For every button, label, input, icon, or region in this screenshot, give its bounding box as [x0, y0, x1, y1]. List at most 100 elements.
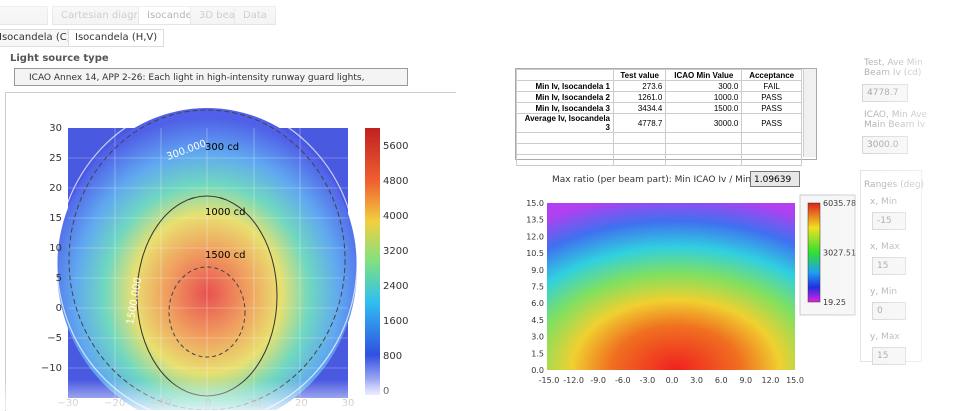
table: Test value ICAO Min Value Acceptance Min Iv…: [516, 69, 802, 166]
x-tick-label: −10: [151, 398, 172, 409]
header-row: Test value ICAO Min Value Acceptance: [516, 69, 802, 81]
table-cell: 3000.0: [665, 113, 743, 133]
x-tick-label: −30: [57, 398, 78, 409]
table-cell: FAIL: [741, 80, 802, 92]
y-tick-label: 5: [56, 273, 62, 284]
table-row: Min Iv, Isocandela 2 1261.0 1000.0 PASS: [516, 91, 802, 103]
beam-colorbar: [807, 202, 821, 303]
test-label: Test, Ave Min Beam Iv (cd): [864, 58, 923, 78]
y-tick-label: 3.0: [531, 333, 544, 342]
table-cell: Average Iv, Isocandela 3: [516, 113, 614, 133]
results-table: Test value ICAO Min Value Acceptance Min Iv…: [515, 68, 817, 166]
table-cell: [612, 143, 667, 155]
x-tick-label: 9.0: [739, 376, 752, 385]
y-tick-label: −5: [47, 333, 62, 344]
x-tick-label: 15.0: [786, 376, 804, 385]
test-value: 4778.7: [862, 84, 908, 102]
test-contour-300: [56, 101, 358, 410]
range-input[interactable]: 15: [872, 257, 906, 275]
table-cell: 300.0: [665, 80, 743, 92]
y-tick-label: 0: [56, 303, 62, 314]
table-cell: Min Iv, Isocandela 3: [516, 102, 614, 114]
x-tick-label: -15.0: [539, 376, 560, 385]
light-source-label: Light source type: [10, 53, 109, 64]
table-row: Average Iv, Isocandela 3 4778.7 3000.0 PASS: [516, 113, 802, 133]
table-cell: PASS: [741, 91, 802, 103]
table-cell: [665, 132, 743, 144]
x-tick-label: -9.0: [590, 376, 606, 385]
colorbar-tick-label: 6035.78: [823, 199, 856, 208]
header-cell: Acceptance: [741, 69, 802, 81]
range-input[interactable]: -15: [872, 212, 906, 230]
x-tick-label: 12.0: [761, 376, 779, 385]
table-cell: [741, 132, 802, 144]
x-tick-label: 6.0: [715, 376, 728, 385]
table-cell: 273.6: [612, 80, 667, 92]
table-cell: PASS: [741, 113, 802, 133]
x-tick-label: −20: [104, 398, 125, 409]
table-cell: [741, 154, 802, 166]
y-tick-label: 1.5: [531, 349, 544, 358]
ranges-label: Ranges (deg): [864, 180, 925, 190]
contour-label: 300 cd: [205, 142, 239, 153]
colorbar-tick-label: 19.25: [823, 298, 846, 307]
range-label: x, Min: [870, 197, 898, 207]
y-tick-label: −10: [41, 363, 62, 374]
scrollbar[interactable]: [803, 69, 816, 157]
range-label: y, Min: [870, 287, 898, 297]
light-source-dropdown[interactable]: ICAO Annex 14, APP 2-26: Each light in h…: [14, 68, 408, 86]
x-tick-label: -6.0: [615, 376, 631, 385]
empty-row: [516, 143, 802, 155]
y-tick-label: 7.5: [531, 283, 544, 292]
table-cell: [741, 143, 802, 155]
x-tick-label: 10: [248, 398, 261, 409]
table-cell: 1500.0: [665, 102, 743, 114]
header-cell: ICAO Min Value: [665, 69, 743, 81]
colorbar-tick-label: 800: [383, 351, 402, 362]
x-tick-label: 0: [205, 398, 211, 409]
y-tick-label: 10: [49, 243, 62, 254]
header-cell: Test value: [612, 69, 667, 81]
y-tick-label: 4.5: [531, 316, 544, 325]
isocandela-plot: 30 25 20 15 10 5 0 −5 −10 −30 −20 −10 0 10 20 30 300 cd 1…: [41, 101, 408, 410]
icao-label: ICAO, Min Ave Main Beam Iv: [864, 110, 928, 130]
colorbar-tick-label: 1600: [383, 316, 408, 327]
x-tick-label: 3.0: [690, 376, 703, 385]
max-ratio-value: 1.09639: [750, 171, 800, 187]
contour-1500: [168, 266, 246, 358]
x-tick-label: 0.0: [666, 376, 679, 385]
range-input[interactable]: 15: [872, 347, 906, 365]
beam-plot: 15.013.512.010.59.07.56.04.53.01.50.0-15…: [526, 194, 856, 385]
colorbar-tick-label: 3027.51: [823, 249, 856, 258]
range-input[interactable]: 0: [872, 302, 906, 320]
header-cell: [516, 69, 614, 81]
colorbar-tick-label: 2400: [383, 281, 408, 292]
table-row: Min Iv, Isocandela 3 3434.4 1500.0 PASS: [516, 102, 802, 114]
y-tick-label: 30: [49, 123, 62, 134]
y-tick-label: 0.0: [531, 366, 544, 375]
y-tick-label: 9.0: [531, 266, 544, 275]
table-cell: Min Iv, Isocandela 1: [516, 80, 614, 92]
icao-value: 3000.0: [862, 136, 908, 154]
colorbar-tick-label: 4000: [383, 211, 408, 222]
y-tick-label: 15: [49, 213, 62, 224]
table-cell: [612, 132, 667, 144]
table-row: Min Iv, Isocandela 1 273.6 300.0 FAIL: [516, 80, 802, 92]
y-tick-label: 10.5: [526, 249, 544, 258]
table-cell: 1000.0: [665, 91, 743, 103]
empty-row: [516, 132, 802, 144]
y-tick-label: 12.0: [526, 232, 544, 241]
contour-label: 1000 cd: [205, 207, 245, 218]
table-cell: 3434.4: [612, 102, 667, 114]
table-cell: [516, 143, 614, 155]
y-tick-label: 20: [49, 183, 62, 194]
colorbar: [365, 128, 380, 395]
y-tick-label: 6.0: [531, 299, 544, 308]
table-cell: [516, 154, 614, 166]
y-tick-label: 13.5: [526, 216, 544, 225]
colorbar-tick-label: 0: [383, 386, 389, 397]
empty-row: [516, 154, 802, 166]
x-tick-label: -3.0: [640, 376, 656, 385]
table-cell: 1261.0: [612, 91, 667, 103]
